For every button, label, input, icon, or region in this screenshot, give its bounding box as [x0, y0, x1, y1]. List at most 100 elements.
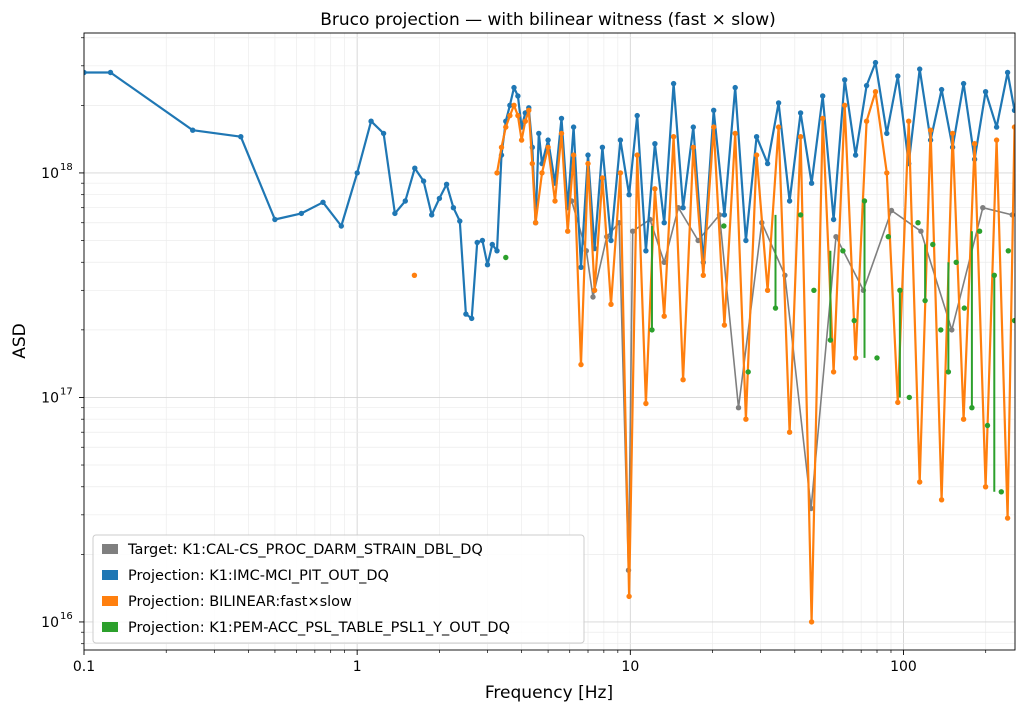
data-point — [238, 134, 244, 140]
data-point — [786, 429, 793, 435]
data-point — [522, 118, 528, 124]
data-point — [930, 241, 936, 248]
data-point — [808, 619, 815, 625]
data-point — [507, 102, 513, 109]
data-point — [498, 144, 505, 150]
data-point — [721, 223, 727, 229]
x-tick-label: 1 — [353, 659, 362, 675]
data-point — [190, 127, 196, 133]
data-point — [680, 205, 686, 211]
data-point — [745, 369, 751, 375]
data-point — [643, 400, 649, 407]
data-point — [885, 234, 891, 240]
data-point — [922, 297, 928, 304]
data-point — [1011, 317, 1015, 324]
data-point — [953, 259, 959, 265]
legend-box — [92, 534, 585, 644]
data-point — [960, 416, 967, 422]
data-point — [874, 355, 880, 361]
data-point — [945, 369, 952, 375]
data-point — [1011, 107, 1015, 113]
data-point — [938, 86, 945, 93]
x-axis-label: Frequency [Hz] — [485, 683, 613, 703]
data-point — [960, 80, 967, 87]
data-point — [617, 137, 624, 143]
data-point — [827, 337, 834, 343]
legend-label: Projection: K1:IMC-MCI_PIT_OUT_DQ — [128, 568, 389, 584]
data-point — [411, 272, 418, 278]
data-point — [272, 216, 278, 223]
data-point — [971, 141, 978, 147]
data-point — [861, 198, 868, 204]
data-point — [915, 220, 921, 226]
data-point — [558, 130, 565, 137]
data-point — [402, 198, 408, 204]
data-point — [797, 134, 804, 140]
data-point — [764, 160, 771, 167]
legend-label: Target: K1:CAL-CS_PROC_DARM_STRAIN_DBL_D… — [127, 542, 483, 558]
data-point — [743, 416, 749, 422]
data-point — [670, 134, 677, 140]
data-point — [503, 124, 509, 130]
data-point — [484, 262, 491, 268]
data-point — [469, 315, 475, 322]
data-point — [984, 422, 991, 429]
data-point — [732, 130, 738, 137]
data-point — [982, 484, 989, 490]
data-point — [503, 254, 509, 261]
data-point — [998, 489, 1004, 495]
data-point — [808, 180, 815, 186]
data-point — [969, 405, 975, 411]
y-tick-label: 10 — [41, 615, 59, 631]
data-point — [993, 124, 1000, 130]
data-point — [700, 272, 706, 278]
x-tick-label: 0.1 — [73, 659, 95, 675]
data-point — [518, 137, 525, 143]
y-tick-exponent: 17 — [60, 386, 73, 397]
data-point — [735, 405, 742, 411]
data-point — [764, 287, 771, 293]
data-point — [489, 241, 495, 248]
data-point — [649, 327, 655, 333]
series-3 — [503, 198, 1015, 495]
legend-swatch — [102, 544, 118, 554]
data-point — [753, 134, 760, 140]
data-point — [507, 112, 513, 119]
data-point — [591, 287, 598, 293]
data-point — [545, 144, 551, 150]
data-point — [711, 124, 717, 130]
data-point — [578, 264, 584, 270]
data-point — [652, 141, 658, 147]
y-axis-label: ASD — [10, 323, 30, 359]
legend-swatch — [102, 570, 118, 580]
data-point — [536, 130, 542, 137]
data-point — [721, 212, 728, 218]
data-point — [711, 107, 717, 114]
data-point — [670, 80, 677, 87]
data-point — [634, 112, 640, 119]
series-line — [84, 61, 1015, 320]
data-point — [420, 178, 427, 184]
data-point — [338, 223, 344, 229]
data-point — [830, 216, 837, 223]
data-point — [938, 327, 944, 333]
data-point — [820, 93, 826, 99]
data-point — [494, 170, 500, 176]
y-tick-exponent: 18 — [60, 162, 73, 173]
data-point — [545, 137, 551, 143]
data-point — [991, 272, 997, 278]
data-point — [380, 130, 387, 137]
data-point — [526, 107, 532, 114]
data-point — [599, 175, 606, 181]
data-point — [429, 212, 435, 218]
data-point — [457, 218, 463, 224]
data-point — [590, 294, 596, 300]
data-point — [515, 112, 521, 119]
data-point — [1011, 124, 1015, 130]
data-point — [980, 205, 986, 211]
data-point — [634, 152, 640, 158]
data-point — [949, 130, 956, 137]
legend-swatch — [102, 596, 118, 606]
